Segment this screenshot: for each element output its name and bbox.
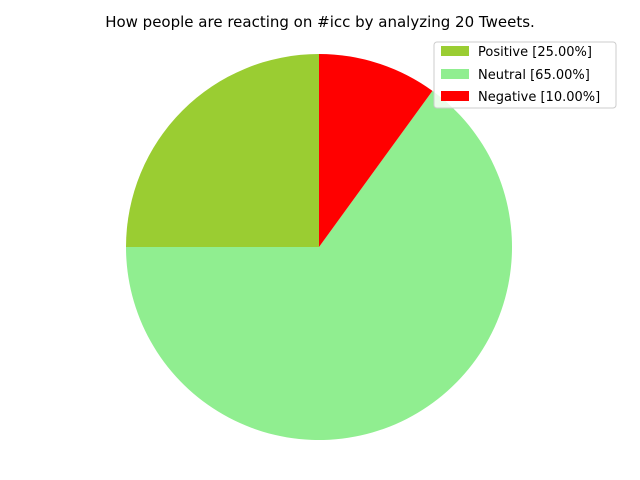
- pie-slice-negative: [319, 54, 433, 247]
- pie: [126, 54, 512, 441]
- legend-label-neutral: Neutral [65.00%]: [478, 68, 590, 83]
- legend: Positive [25.00%] Neutral [65.00%] Negat…: [433, 41, 617, 109]
- chart-title: How people are reacting on #icc by analy…: [105, 13, 535, 31]
- pie-slice-neutral: [126, 90, 512, 441]
- legend-swatch-negative: [441, 91, 469, 101]
- legend-swatch-neutral: [441, 69, 469, 79]
- legend-frame: [433, 41, 617, 109]
- pie-slice-positive: [126, 54, 319, 247]
- legend-swatch-positive: [441, 46, 469, 56]
- legend-label-positive: Positive [25.00%]: [478, 45, 592, 60]
- legend-label-negative: Negative [10.00%]: [478, 90, 600, 105]
